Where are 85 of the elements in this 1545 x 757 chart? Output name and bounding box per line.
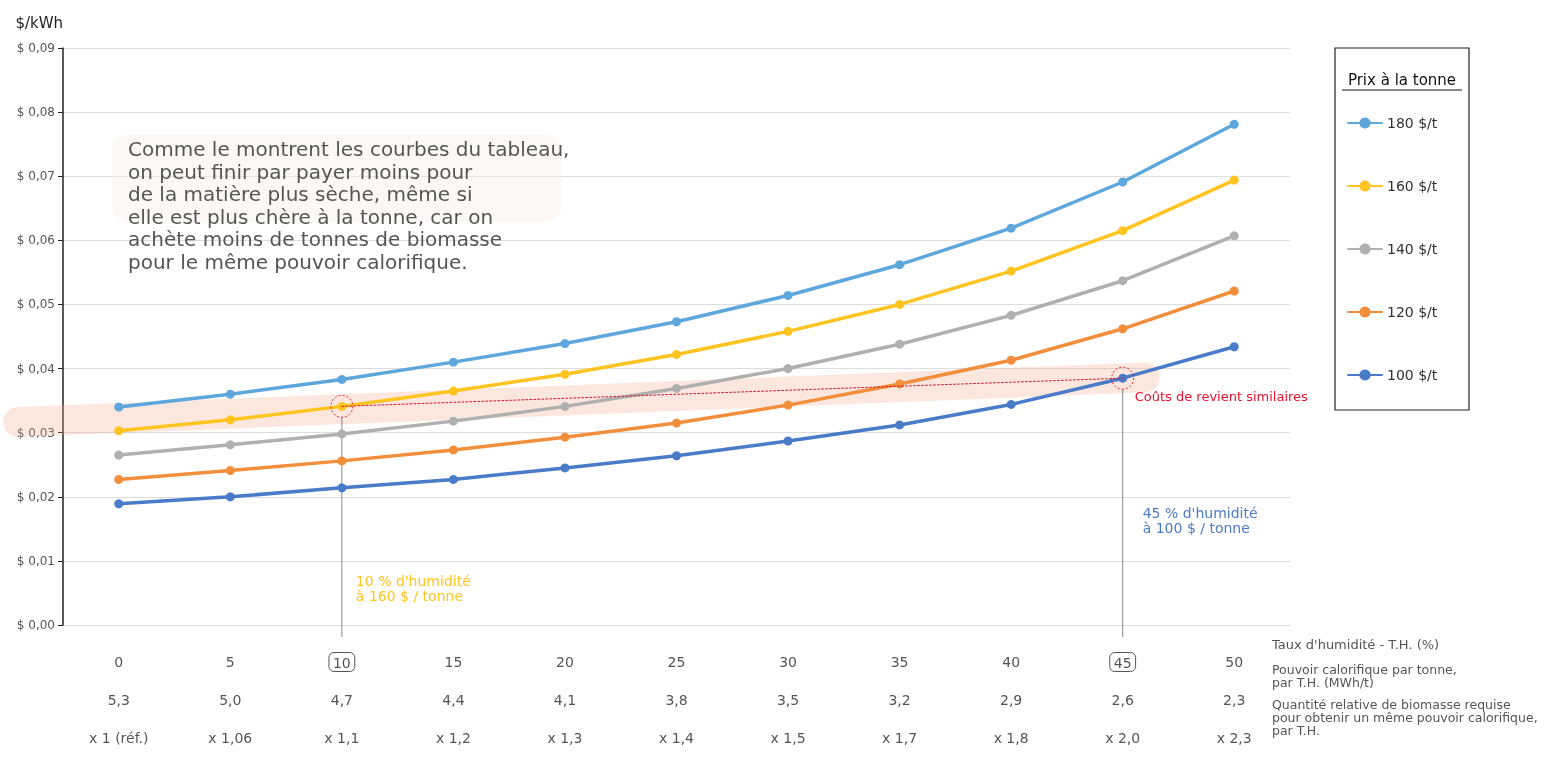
- point: [448, 474, 458, 484]
- point: [114, 426, 124, 436]
- point: [560, 432, 570, 442]
- point: [448, 416, 458, 426]
- point: [1229, 286, 1239, 296]
- point: [560, 339, 570, 349]
- point: [672, 451, 681, 461]
- category-label: 15 4,4 x 1,2: [435, 654, 471, 746]
- y-tick-label: $ 0,08: [16, 105, 55, 120]
- legend-label: 100 $/t: [1387, 367, 1438, 383]
- point: [672, 418, 681, 428]
- point: [783, 364, 793, 374]
- annotation: 45 % d'humidité à 100 $ / tonne: [1142, 504, 1258, 536]
- legend-title: Prix à la tonne: [1347, 71, 1457, 89]
- y-tick-label: $ 0,04: [16, 361, 55, 376]
- point: [672, 349, 681, 359]
- point: [114, 474, 124, 484]
- point: [783, 326, 793, 336]
- point: [225, 492, 235, 502]
- category-label: 20 4,1 x 1,3: [547, 654, 583, 746]
- y-tick-label: $ 0,09: [16, 41, 55, 55]
- point: [1118, 177, 1128, 187]
- point: [1118, 276, 1128, 286]
- point: [895, 420, 905, 430]
- point: [225, 465, 235, 475]
- y-axis-title: $/kWh: [15, 13, 63, 32]
- point: [1006, 355, 1016, 365]
- y-tick-label: $ 0,06: [16, 233, 55, 248]
- category-label: 25 3,8 x 1,4: [659, 654, 694, 746]
- category-label: 30 3,5 x 1,5: [770, 654, 806, 746]
- point: [337, 429, 347, 439]
- point: [895, 339, 905, 349]
- category-label: 40 2,9 x 1,8: [993, 654, 1029, 746]
- legend-label: 120 $/t: [1387, 304, 1438, 320]
- point: [448, 386, 458, 396]
- point: [1118, 324, 1128, 334]
- point: [114, 499, 124, 509]
- point: [448, 357, 458, 367]
- category-label: 5 5,0 x 1,06: [208, 654, 253, 746]
- point: [783, 400, 793, 410]
- point: [560, 463, 570, 473]
- point: [1006, 223, 1016, 233]
- point: [560, 369, 570, 379]
- point: [783, 290, 793, 300]
- y-tick-label: $ 0,07: [16, 169, 55, 184]
- category-label: 10 4,7 x 1,1: [324, 654, 360, 746]
- point: [1229, 231, 1239, 241]
- y-tick-label: $ 0,00: [16, 618, 55, 632]
- point: [1006, 310, 1016, 320]
- point: [783, 436, 793, 446]
- point: [225, 440, 235, 450]
- legend-label: 180 $/t: [1387, 115, 1438, 131]
- y-tick-label: $ 0,01: [16, 553, 55, 568]
- point: [114, 450, 124, 460]
- point: [114, 402, 124, 412]
- y-tick-label: $ 0,02: [16, 489, 55, 504]
- point: [337, 456, 347, 466]
- category-label: 35 3,2 x 1,7: [882, 654, 918, 746]
- annotation: 10 % d'humidité à 160 $ / tonne: [355, 572, 471, 604]
- point: [1229, 175, 1239, 185]
- annotation: Coûts de revient similaires: [1134, 389, 1309, 405]
- point: [895, 260, 905, 270]
- point: [337, 374, 347, 384]
- point: [895, 299, 905, 309]
- point: [672, 383, 681, 393]
- category-label: 0 5,3 x 1 (réf.): [89, 654, 149, 746]
- category-label: 45 2,6 x 2,0: [1105, 654, 1141, 746]
- point: [672, 317, 681, 327]
- x-axis-title: Taux d'humidité - T.H. (%) Pouvoir calorifique par tonne, par T.H. (MWh/t) Quantité relative de biomasse requise pour obtenir un même pouvoir calorifique, par T.H.: [1271, 636, 1538, 738]
- point: [225, 415, 235, 425]
- point: [560, 401, 570, 411]
- point: [1006, 266, 1016, 276]
- legend-label: 160 $/t: [1387, 178, 1438, 194]
- legend-label: 140 $/t: [1387, 241, 1438, 257]
- point: [1229, 119, 1239, 129]
- point: [1118, 226, 1128, 236]
- y-tick-label: $ 0,05: [16, 297, 55, 312]
- point: [337, 483, 347, 493]
- point: [448, 445, 458, 455]
- annotation: Comme le montrent les courbes du tableau, on peut finir par payer moins pour de la matière plus sèche, même si elle est plus chère à la tonne, car on achète moins de tonnes de biomasse pour le même pouvoir calorifique.: [128, 137, 570, 274]
- y-tick-label: $ 0,03: [16, 425, 55, 440]
- category-label: 50 2,3 x 2,3: [1216, 654, 1252, 746]
- point: [1229, 342, 1239, 352]
- point: [1006, 399, 1016, 409]
- point: [225, 389, 235, 399]
